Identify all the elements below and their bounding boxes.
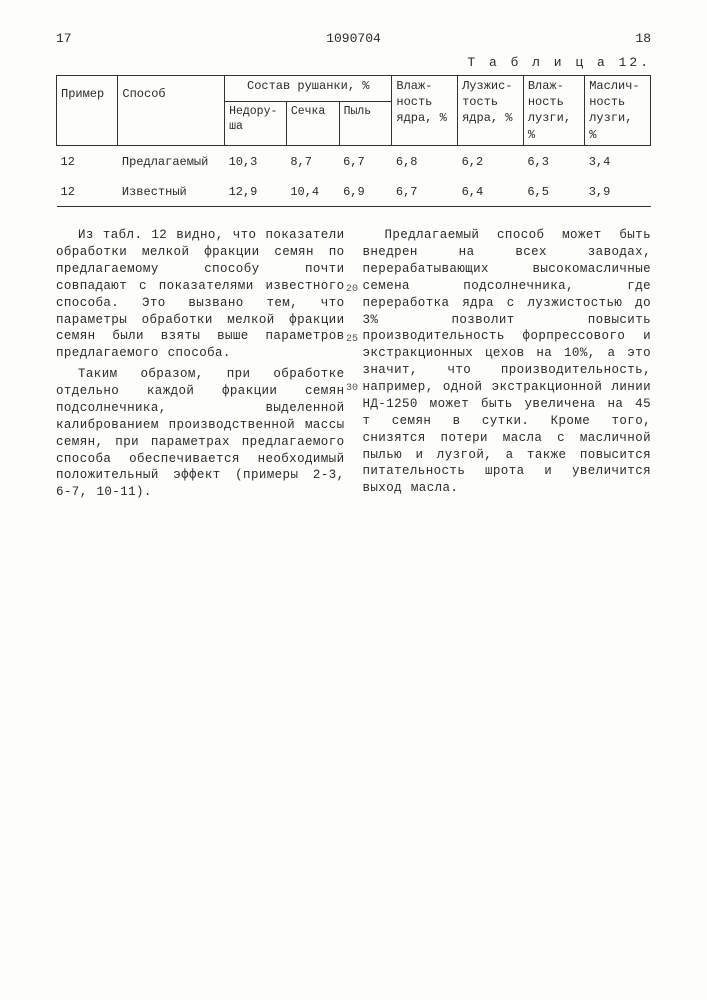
left-column: Из табл. 12 видно, что показатели обрабо… [56, 227, 345, 505]
col-header: Влаж-ность лузги, % [523, 76, 584, 146]
cell: 6,2 [458, 145, 524, 176]
page-number-right: 18 [635, 30, 651, 48]
col-header: Влаж-ность ядра, % [392, 76, 458, 146]
cell: 10,4 [286, 176, 339, 207]
cell: 6,7 [339, 145, 392, 176]
right-column: Предлагаемый способ может быть внедрен н… [363, 227, 652, 505]
col-subheader: Недору-ша [225, 101, 287, 145]
cell: 3,4 [585, 145, 651, 176]
cell: Известный [118, 176, 225, 207]
cell: 8,7 [286, 145, 339, 176]
data-table: Пример Способ Состав рушанки, % Влаж-нос… [56, 75, 651, 207]
page: 17 1090704 18 Т а б л и ц а 12. Пример С… [0, 0, 707, 1000]
page-number-left: 17 [56, 30, 72, 48]
table-row: 12 Известный 12,9 10,4 6,9 6,7 6,4 6,5 3… [57, 176, 651, 207]
line-number: 25 [346, 333, 358, 347]
cell: 12 [57, 176, 118, 207]
cell: 10,3 [225, 145, 287, 176]
cell: 3,9 [585, 176, 651, 207]
document-number: 1090704 [72, 30, 636, 48]
cell: 6,7 [392, 176, 458, 207]
cell: Предлагаемый [118, 145, 225, 176]
table-header-row: Пример Способ Состав рушанки, % Влаж-нос… [57, 76, 651, 102]
line-number: 30 [346, 382, 358, 396]
cell: 12,9 [225, 176, 287, 207]
col-header: Лузжис-тость ядра, % [458, 76, 524, 146]
body-text: Из табл. 12 видно, что показатели обрабо… [56, 227, 651, 505]
cell: 6,4 [458, 176, 524, 207]
page-header: 17 1090704 18 [56, 30, 651, 48]
cell: 6,5 [523, 176, 584, 207]
cell: 6,9 [339, 176, 392, 207]
col-header: Пример [57, 76, 118, 146]
col-subheader: Сечка [286, 101, 339, 145]
line-number: 20 [346, 283, 358, 297]
col-header: Способ [118, 76, 225, 146]
cell: 6,8 [392, 145, 458, 176]
table-caption: Т а б л и ц а 12. [56, 54, 651, 72]
col-header-group: Состав рушанки, % [225, 76, 392, 102]
col-subheader: Пыль [339, 101, 392, 145]
cell: 12 [57, 145, 118, 176]
paragraph: Таким образом, при обработке отдельно ка… [56, 366, 345, 501]
paragraph: Из табл. 12 видно, что показатели обрабо… [56, 227, 345, 362]
cell: 6,3 [523, 145, 584, 176]
paragraph: Предлагаемый способ может быть внедрен н… [363, 227, 652, 497]
col-header: Маслич-ность лузги, % [585, 76, 651, 146]
table-row: 12 Предлагаемый 10,3 8,7 6,7 6,8 6,2 6,3… [57, 145, 651, 176]
